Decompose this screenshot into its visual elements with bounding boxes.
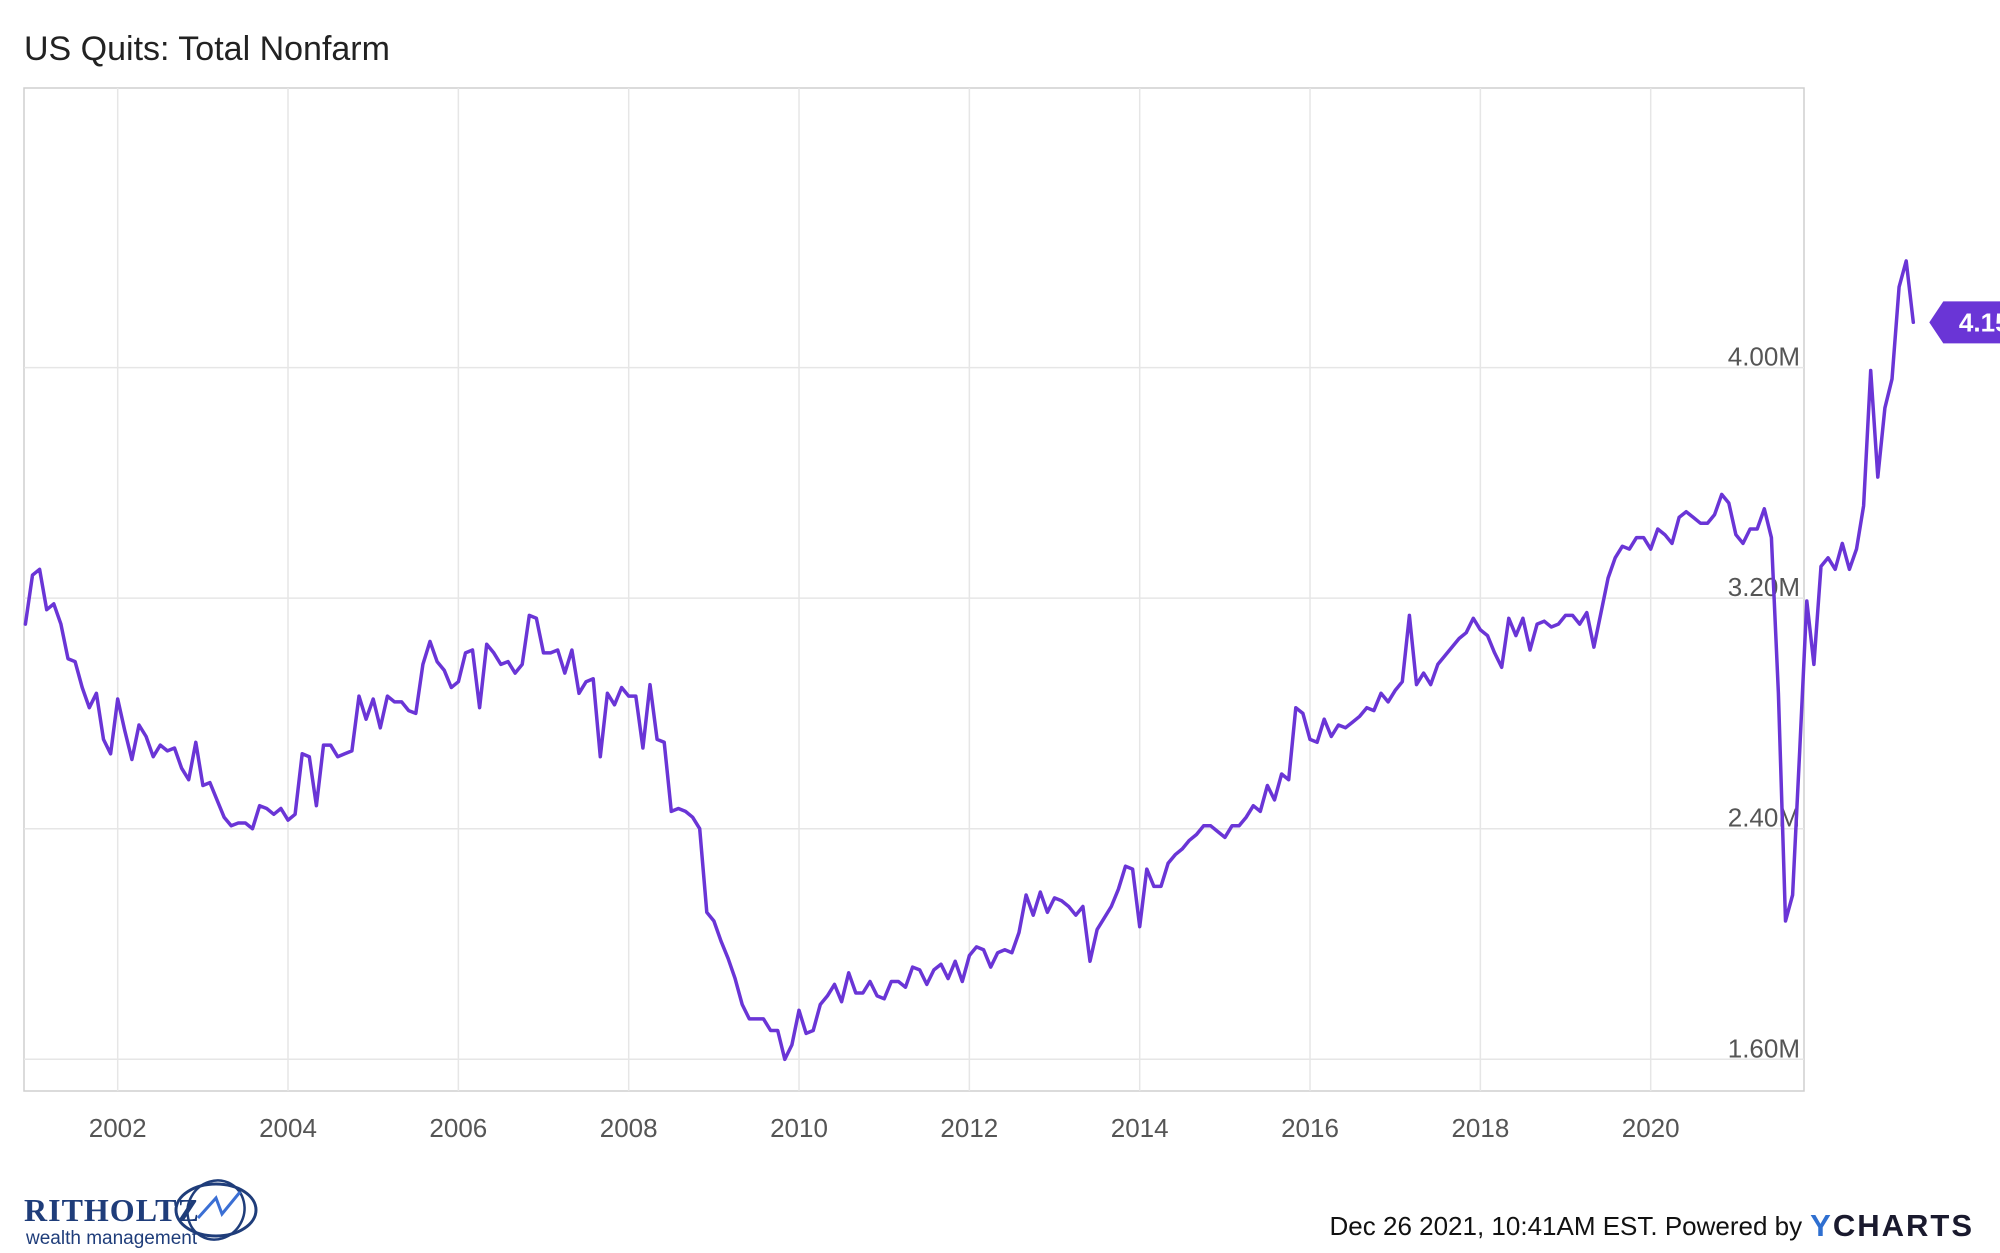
- x-tick-label-2002: 2002: [89, 1113, 147, 1143]
- quits-series-line: [23, 259, 1916, 1062]
- x-tick-label-2006: 2006: [429, 1113, 487, 1143]
- credit-text: Dec 26 2021, 10:41AM EST. Powered by: [1329, 1210, 1803, 1241]
- y-tick-labels: 1.60M 2.40M 3.20M 4.00M: [1728, 342, 1800, 1064]
- x-tick-label-2008: 2008: [600, 1113, 658, 1143]
- plot-frame: [23, 87, 1805, 1092]
- globe-logo-icon: [174, 1179, 258, 1241]
- last-value-label: 4.157M: [1959, 307, 2000, 337]
- x-tick-labels: 2002 2004 2006 2008 2010 2012 2014 2016 2018 2020: [89, 1113, 1680, 1143]
- x-tick-label-2018: 2018: [1451, 1113, 1509, 1143]
- y-tick-label-1.60M: 1.60M: [1728, 1033, 1800, 1063]
- x-tick-label-2010: 2010: [770, 1113, 828, 1143]
- y-tick-label-2.40M: 2.40M: [1728, 803, 1800, 833]
- x-tick-label-2014: 2014: [1111, 1113, 1169, 1143]
- x-tick-label-2012: 2012: [940, 1113, 998, 1143]
- ycharts-logo[interactable]: YCHARTS: [1810, 1208, 1974, 1244]
- y-tick-label-4.00M: 4.00M: [1728, 342, 1800, 372]
- ritholtz-logo: RITHOLTZ wealth management: [22, 1170, 262, 1250]
- brand-name: RITHOLTZ: [24, 1192, 200, 1228]
- brand-tagline: wealth management: [26, 1228, 198, 1249]
- last-value-badge: 4.157M: [1929, 301, 2000, 344]
- y-gridlines: [24, 366, 1804, 1061]
- x-tick-label-2016: 2016: [1281, 1113, 1339, 1143]
- chart-title: US Quits: Total Nonfarm: [24, 30, 390, 68]
- x-gridlines: [116, 88, 1652, 1091]
- x-tick-label-2020: 2020: [1622, 1113, 1680, 1143]
- x-tick-label-2004: 2004: [259, 1113, 317, 1143]
- last-value-badge-shape: [1929, 301, 2000, 344]
- y-tick-label-3.20M: 3.20M: [1728, 572, 1800, 602]
- ycharts-logo-rest: CHARTS: [1832, 1208, 1974, 1243]
- footer-credit: Dec 26 2021, 10:41AM EST. Powered by YCH…: [1330, 1208, 1974, 1244]
- ycharts-logo-y: Y: [1810, 1208, 1833, 1243]
